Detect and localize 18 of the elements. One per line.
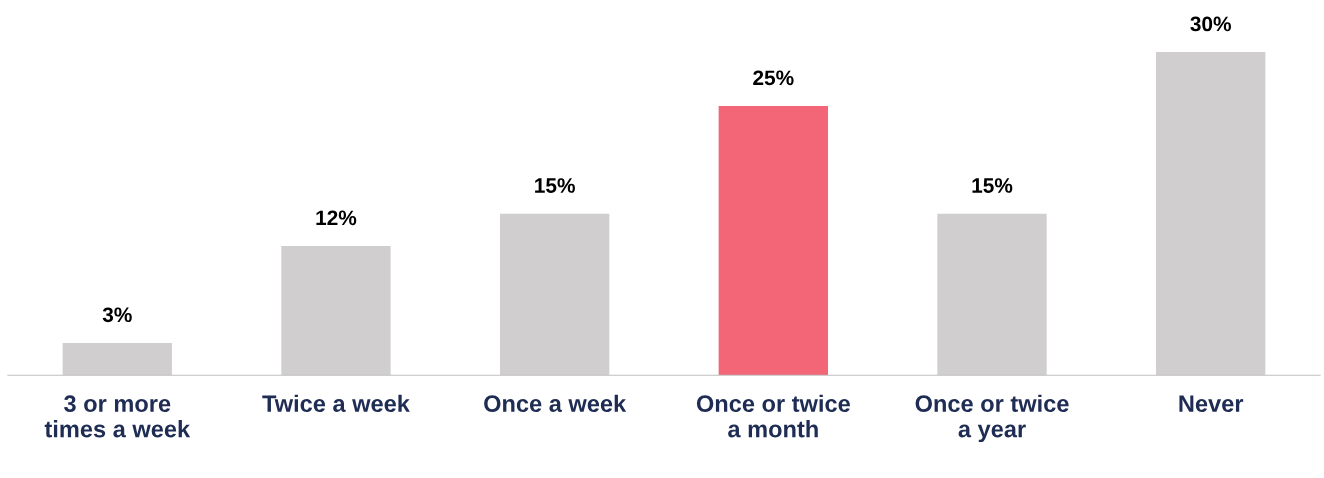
x-tick-label: Once or twice a month [696, 394, 850, 438]
x-tick-label: Once a week [484, 394, 627, 413]
x-tick-label: Twice a week [262, 394, 410, 413]
data-label: 15% [972, 178, 1013, 193]
data-label: 30% [1190, 16, 1231, 32]
x-tick-label: Never [1179, 395, 1244, 413]
data-label: 15% [535, 178, 575, 193]
bar [718, 105, 828, 376]
data-label: 3% [102, 307, 132, 323]
data-label: 25% [753, 70, 794, 86]
bar [1156, 52, 1266, 376]
data-label: 12% [316, 210, 357, 226]
bar [62, 342, 172, 376]
bar [937, 213, 1047, 376]
bar [499, 213, 610, 376]
bar [281, 245, 391, 376]
x-tick-label: 3 or more times a week [44, 395, 191, 438]
x-tick-label: Once or twice a year [915, 394, 1069, 443]
